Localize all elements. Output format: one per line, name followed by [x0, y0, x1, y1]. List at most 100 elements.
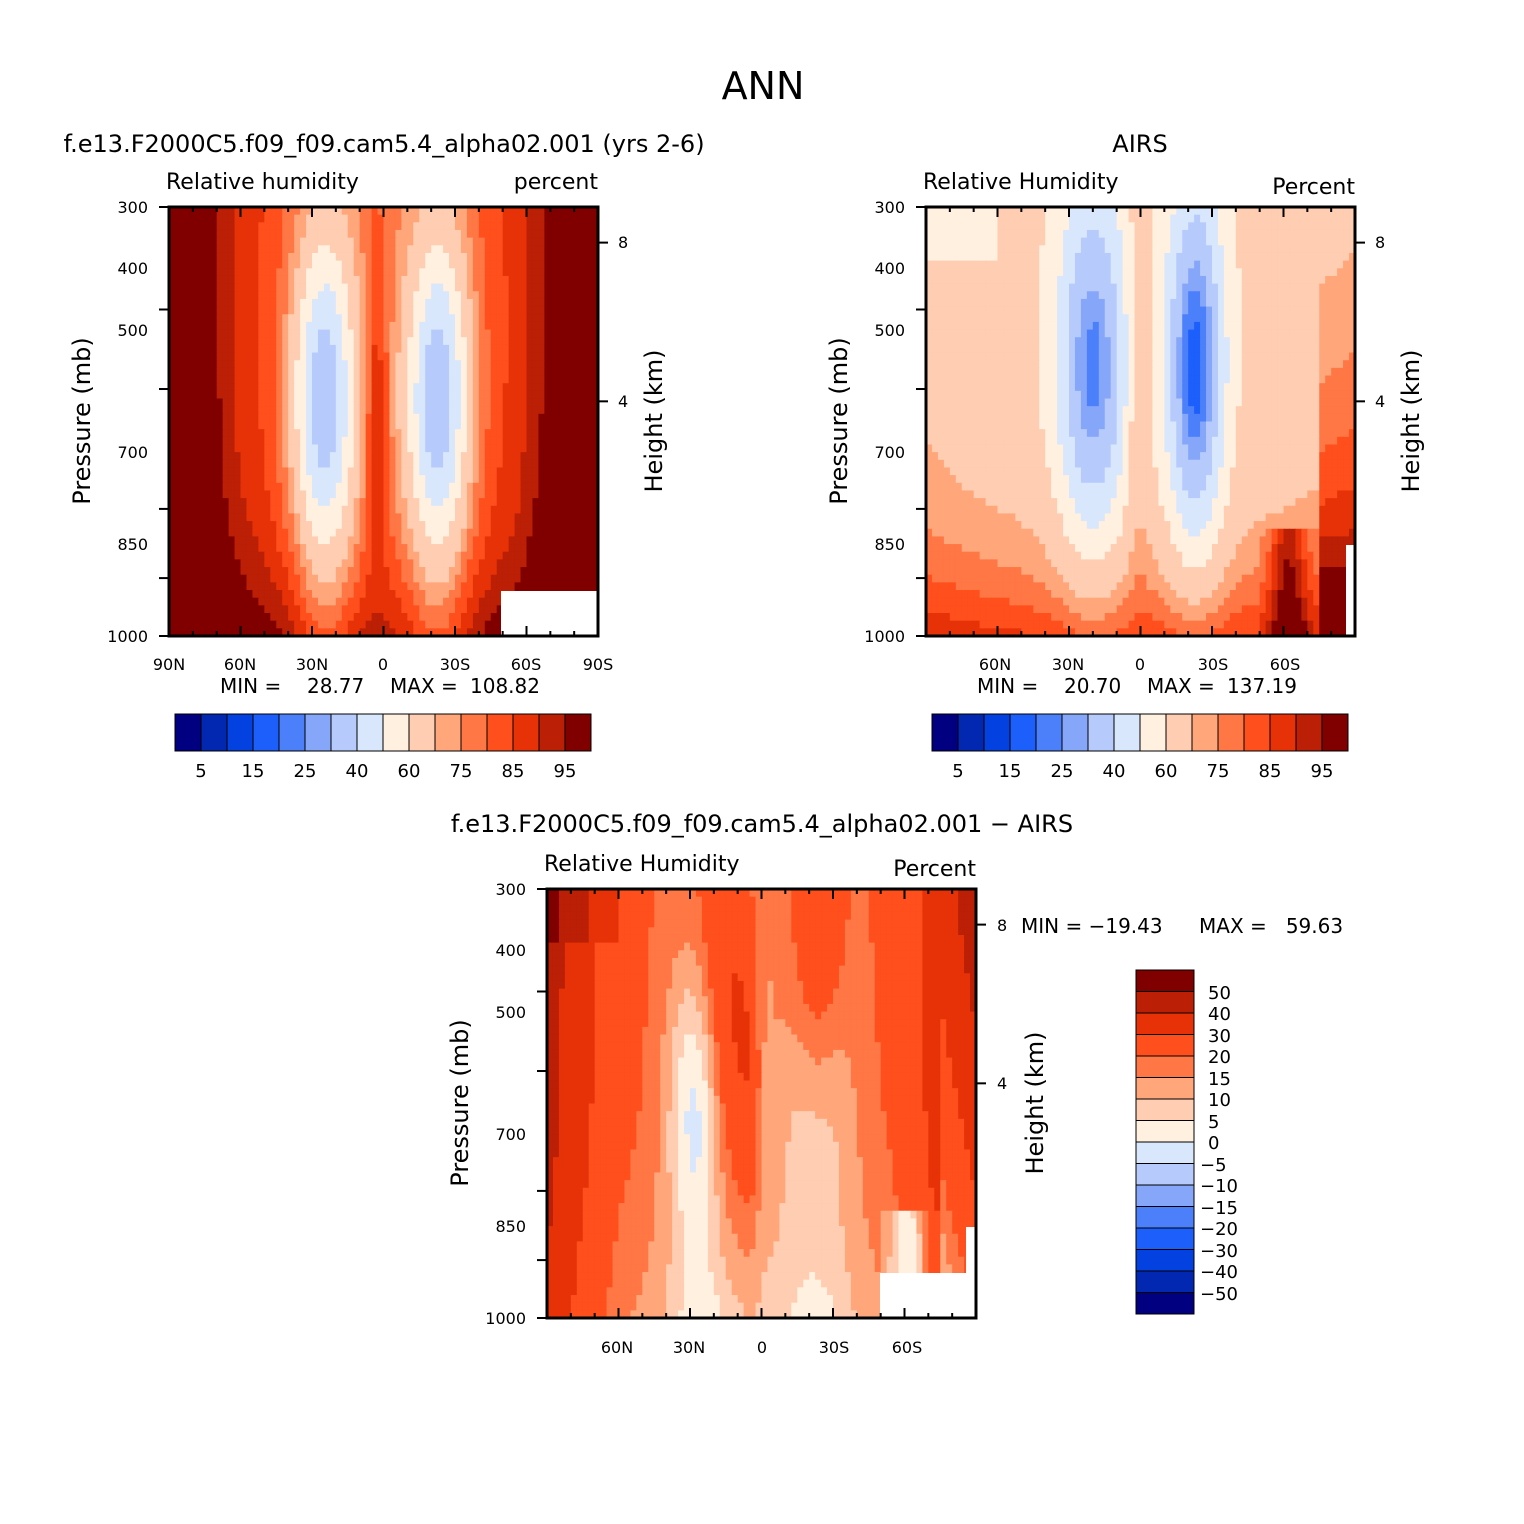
- contour-cell: [574, 436, 581, 446]
- contour-cell: [192, 344, 200, 354]
- contour-cell: [544, 444, 551, 453]
- contour-cell: [329, 214, 337, 223]
- contour-cell: [478, 207, 486, 216]
- contour-cell: [407, 559, 414, 568]
- contour-cell: [174, 214, 182, 223]
- contour-cell: [222, 375, 230, 384]
- contour-cell: [401, 551, 408, 560]
- contour-cell: [484, 344, 492, 354]
- contour-cell: [1331, 214, 1338, 223]
- contour-cell: [1253, 214, 1261, 223]
- contour-cell: [300, 298, 307, 308]
- contour-cell: [1229, 237, 1237, 246]
- contour-cell: [288, 490, 295, 499]
- contour-cell: [210, 582, 218, 591]
- contour-cell: [264, 467, 271, 476]
- contour-cell: [425, 314, 432, 323]
- contour-cell: [538, 452, 545, 461]
- contour-cell: [240, 444, 248, 453]
- contour-cell: [443, 597, 450, 606]
- contour-cell: [1122, 268, 1130, 277]
- contour-cell: [246, 444, 254, 453]
- contour-cell: [347, 475, 355, 484]
- contour-cell: [401, 321, 408, 331]
- contour-cell: [300, 498, 307, 507]
- contour-cell: [460, 567, 468, 576]
- contour-cell: [520, 482, 528, 492]
- contour-cell: [532, 429, 540, 438]
- contour-cell: [204, 329, 212, 338]
- contour-cell: [210, 567, 218, 576]
- contour-cell: [407, 337, 414, 346]
- contour-cell: [1009, 237, 1016, 246]
- contour-cell: [210, 436, 218, 446]
- contour-cell: [580, 360, 587, 369]
- contour-cell: [300, 413, 307, 423]
- contour-cell: [484, 505, 492, 515]
- contour-cell: [341, 306, 349, 315]
- contour-cell: [1182, 275, 1189, 285]
- contour-cell: [389, 237, 397, 246]
- contour-cell: [556, 291, 563, 300]
- contour-cell: [568, 229, 575, 239]
- contour-cell: [353, 390, 361, 400]
- contour-cell: [192, 260, 200, 269]
- contour-cell: [586, 436, 593, 446]
- contour-cell: [383, 337, 391, 346]
- contour-cell: [592, 390, 598, 400]
- contour-cell: [365, 551, 373, 560]
- contour-cell: [180, 605, 188, 614]
- contour-cell: [341, 229, 349, 239]
- contour-cell: [401, 429, 408, 438]
- contour-cell: [431, 429, 438, 438]
- contour-cell: [455, 559, 462, 568]
- contour-cell: [985, 291, 993, 300]
- contour-cell: [502, 406, 510, 415]
- contour-cell: [335, 306, 343, 315]
- contour-cell: [443, 429, 450, 438]
- contour-cell: [466, 536, 474, 545]
- contour-cell: [192, 475, 200, 484]
- contour-cell: [449, 214, 456, 223]
- contour-cell: [478, 444, 486, 453]
- contour-cell: [192, 245, 200, 254]
- contour-cell: [174, 444, 182, 453]
- contour-cell: [228, 482, 236, 492]
- x-tick-label: 60N: [224, 655, 256, 674]
- contour-cell: [490, 559, 498, 568]
- contour-cell: [186, 467, 194, 476]
- contour-cell: [568, 207, 575, 216]
- contour-cell: [347, 574, 355, 583]
- contour-cell: [460, 275, 468, 285]
- contour-cell: [419, 337, 426, 346]
- contour-cell: [538, 214, 545, 223]
- contour-cell: [252, 298, 259, 308]
- contour-cell: [323, 252, 331, 262]
- contour-cell: [169, 536, 176, 545]
- contour-cell: [312, 229, 319, 239]
- contour-cell: [192, 321, 200, 331]
- contour-cell: [1200, 229, 1207, 239]
- contour-cell: [282, 229, 289, 239]
- contour-cell: [401, 505, 408, 515]
- contour-cell: [455, 513, 462, 522]
- contour-cell: [174, 613, 182, 622]
- contour-cell: [431, 306, 438, 315]
- contour-cell: [347, 268, 355, 277]
- contour-cell: [514, 214, 522, 223]
- contour-cell: [264, 222, 271, 231]
- contour-cell: [1194, 237, 1201, 246]
- contour-cell: [1057, 237, 1064, 246]
- contour-cell: [472, 383, 480, 392]
- contour-cell: [306, 597, 313, 606]
- contour-cell: [282, 498, 289, 507]
- contour-cell: [460, 605, 468, 614]
- contour-cell: [1033, 283, 1040, 292]
- contour-cell: [496, 605, 504, 614]
- contour-cell: [514, 406, 522, 415]
- contour-cell: [204, 436, 212, 446]
- contour-cell: [1182, 214, 1189, 223]
- colorbar-swatch: [330, 713, 358, 752]
- contour-cell: [270, 605, 277, 614]
- contour-cell: [556, 337, 563, 346]
